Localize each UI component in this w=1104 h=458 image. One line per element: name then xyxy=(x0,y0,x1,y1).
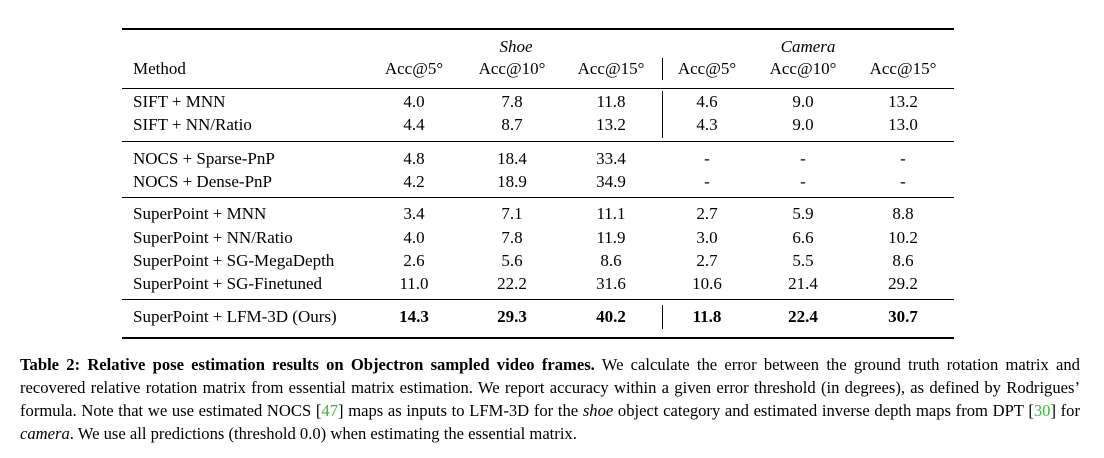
row-method: SuperPoint + SG-MegaDepth xyxy=(133,251,335,270)
table-group-rule-2 xyxy=(122,197,954,198)
table-cell: 3.4 xyxy=(403,204,425,223)
table-group-rule-3 xyxy=(122,299,954,300)
caption-text: . We use all predictions (threshold 0.0)… xyxy=(69,424,577,443)
table-cell: 7.8 xyxy=(501,92,523,111)
table-cell: 40.2 xyxy=(596,307,626,326)
table-bottom-rule xyxy=(122,337,954,339)
table-top-rule xyxy=(122,28,954,30)
row-method: SuperPoint + MNN xyxy=(133,204,267,223)
table-cell: 31.6 xyxy=(596,274,626,293)
table-cell: - xyxy=(800,172,806,191)
table-cell: 13.2 xyxy=(888,92,918,111)
table-cell: 10.2 xyxy=(888,228,918,247)
table-cell: 29.3 xyxy=(497,307,527,326)
table-cell: 2.7 xyxy=(696,204,718,223)
group-header-camera: Camera xyxy=(780,37,836,56)
caption-text: object category and estimated inverse de… xyxy=(613,401,1034,420)
table-cell: 4.0 xyxy=(403,228,425,247)
row-method: NOCS + Dense-PnP xyxy=(133,172,272,191)
table-cell: 18.9 xyxy=(497,172,527,191)
table-cell: 3.0 xyxy=(696,228,718,247)
table-cell: 11.8 xyxy=(596,92,626,111)
table-cell: 11.9 xyxy=(596,228,626,247)
table-cell: 14.3 xyxy=(399,307,429,326)
column-header: Acc@10° xyxy=(478,59,546,78)
group-header-shoe: Shoe xyxy=(499,37,533,56)
caption-title: Relative pose estimation results on Obje… xyxy=(87,355,595,374)
table-cell: - xyxy=(704,149,710,168)
table-caption: Table 2: Relative pose estimation result… xyxy=(20,353,1080,445)
table-cell: 5.9 xyxy=(792,204,814,223)
table-cell: 9.0 xyxy=(792,115,814,134)
column-separator xyxy=(662,58,664,80)
caption-label: Table 2: xyxy=(20,355,81,374)
table-cell: 4.2 xyxy=(403,172,425,191)
caption-text: ] for xyxy=(1050,401,1081,420)
table-cell: 8.6 xyxy=(892,251,914,270)
row-method: SuperPoint + LFM-3D (Ours) xyxy=(133,307,337,326)
table-cell: 7.8 xyxy=(501,228,523,247)
caption-text: We calculate the error between the groun… xyxy=(20,355,1080,420)
row-method: SuperPoint + NN/Ratio xyxy=(133,228,293,247)
column-separator xyxy=(662,91,664,138)
citation-link[interactable]: 30 xyxy=(1033,401,1051,420)
caption-italic: shoe xyxy=(582,401,614,420)
table-cell: 4.0 xyxy=(403,92,425,111)
table-cell: 4.6 xyxy=(696,92,718,111)
table-cell: 5.5 xyxy=(792,251,814,270)
table-cell: 8.7 xyxy=(501,115,523,134)
table-cell: 7.1 xyxy=(501,204,523,223)
table-cell: 18.4 xyxy=(497,149,527,168)
table-cell: 22.4 xyxy=(788,307,818,326)
column-header: Acc@5° xyxy=(677,59,737,78)
row-method: SuperPoint + SG-Finetuned xyxy=(133,274,323,293)
column-header: Acc@15° xyxy=(869,59,937,78)
column-header-method: Method xyxy=(133,59,186,78)
column-header: Acc@15° xyxy=(577,59,645,78)
row-method: SIFT + MNN xyxy=(133,92,226,111)
table-cell: 11.1 xyxy=(596,204,626,223)
table-cell: 8.6 xyxy=(600,251,622,270)
table-cell: 33.4 xyxy=(596,149,626,168)
column-header: Acc@10° xyxy=(769,59,837,78)
table-cell: 21.4 xyxy=(788,274,818,293)
table-cell: 30.7 xyxy=(888,307,918,326)
table-cell: - xyxy=(800,149,806,168)
table-cell: - xyxy=(900,172,906,191)
table-cell: 2.6 xyxy=(403,251,425,270)
table-cell: 13.2 xyxy=(596,115,626,134)
table-cell: 34.9 xyxy=(596,172,626,191)
column-header: Acc@5° xyxy=(384,59,444,78)
citation-link[interactable]: 47 xyxy=(321,401,338,420)
table-cell: 9.0 xyxy=(792,92,814,111)
table-cell: - xyxy=(900,149,906,168)
table-header-rule xyxy=(122,88,954,89)
table-cell: 13.0 xyxy=(888,115,918,134)
table-cell: 22.2 xyxy=(497,274,527,293)
column-separator xyxy=(662,305,664,329)
table-cell: 4.4 xyxy=(403,115,425,134)
table-cell: 5.6 xyxy=(501,251,523,270)
table-cell: 2.7 xyxy=(696,251,718,270)
row-method: NOCS + Sparse-PnP xyxy=(133,149,275,168)
table-cell: 10.6 xyxy=(692,274,722,293)
table-cell: - xyxy=(704,172,710,191)
table-cell: 4.3 xyxy=(696,115,718,134)
table-cell: 6.6 xyxy=(792,228,814,247)
table-cell: 11.0 xyxy=(399,274,429,293)
table-cell: 4.8 xyxy=(403,149,425,168)
caption-text: ] maps as inputs to LFM-3D for the xyxy=(338,401,583,420)
row-method: SIFT + NN/Ratio xyxy=(133,115,252,134)
table-group-rule-1 xyxy=(122,141,954,142)
caption-italic: camera xyxy=(20,424,70,443)
table-cell: 11.8 xyxy=(692,307,722,326)
table-cell: 29.2 xyxy=(888,274,918,293)
table-cell: 8.8 xyxy=(892,204,914,223)
